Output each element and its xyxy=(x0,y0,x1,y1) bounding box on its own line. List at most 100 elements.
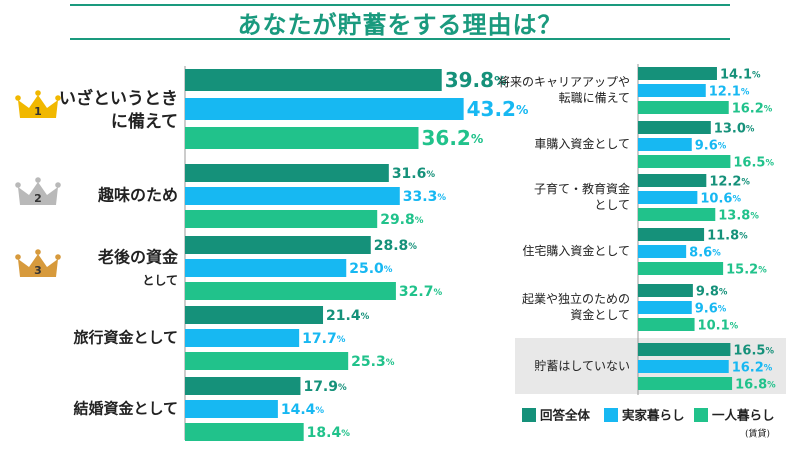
bar-left-2-2 xyxy=(185,282,396,300)
value-label-right-1-0: 13.0% xyxy=(714,121,755,136)
value-label-right-1-2: 16.5% xyxy=(733,155,774,170)
bar-left-1-2 xyxy=(185,210,378,228)
chart-title: あなたが貯蓄をする理由は？ xyxy=(70,4,730,40)
value-label-right-0-0: 14.1% xyxy=(720,67,761,82)
value-label-right-3-2: 15.2% xyxy=(726,262,767,277)
value-label-left-4-1: 14.4% xyxy=(281,402,325,418)
title-text: あなたが貯蓄をする理由は？ xyxy=(237,10,563,39)
crown-jewel-0-b xyxy=(35,90,41,96)
value-label-left-0-1: 43.2% xyxy=(467,97,529,121)
category-label-left-2-line1: 老後の資金 xyxy=(97,248,179,267)
bar-right-1-1 xyxy=(638,138,692,151)
legend-swatch-2 xyxy=(694,408,708,422)
crown-icon-2 xyxy=(18,254,58,277)
category-label-right-5: 貯蓄はしていない xyxy=(534,359,630,373)
crown-jewel-2-a xyxy=(15,254,21,260)
category-label-right-2-line2: として xyxy=(594,198,630,212)
bar-right-4-0 xyxy=(638,284,693,297)
bar-left-3-1 xyxy=(185,329,300,347)
category-label-right-0-line2: 転職に備えて xyxy=(559,90,630,105)
value-label-right-4-1: 9.6% xyxy=(695,301,727,316)
category-label-left-2-line2: として xyxy=(142,274,178,288)
category-label-left-0-line1: いざというとき xyxy=(59,88,178,109)
value-label-right-1-1: 9.6% xyxy=(695,138,727,153)
crown-jewel-2-c xyxy=(55,254,61,260)
value-label-left-3-1: 17.7% xyxy=(302,331,346,347)
bar-right-4-2 xyxy=(638,318,695,331)
value-label-right-0-2: 16.2% xyxy=(732,101,773,116)
bar-left-0-0 xyxy=(185,69,442,91)
value-label-right-3-1: 8.6% xyxy=(689,245,721,260)
value-label-left-1-0: 31.6% xyxy=(392,166,436,182)
category-label-right-3: 住宅購入資金として xyxy=(522,243,630,258)
category-label-left-3: 旅行資金として xyxy=(73,329,178,347)
bar-left-1-0 xyxy=(185,164,389,182)
bar-right-5-2 xyxy=(638,377,733,390)
rank-number-2: 3 xyxy=(34,264,42,277)
value-label-left-1-2: 29.8% xyxy=(380,212,424,228)
bar-right-1-0 xyxy=(638,121,711,134)
bar-right-0-2 xyxy=(638,101,729,114)
legend-label-0: 回答全体 xyxy=(540,408,591,423)
value-label-left-1-1: 33.3% xyxy=(403,189,447,205)
value-label-left-4-2: 18.4% xyxy=(307,425,351,441)
bar-right-0-0 xyxy=(638,67,717,80)
value-label-right-5-2: 16.8% xyxy=(735,377,776,392)
bar-right-0-1 xyxy=(638,84,706,97)
bar-right-5-0 xyxy=(638,343,731,356)
value-label-left-4-0: 17.9% xyxy=(303,379,347,395)
bar-left-3-0 xyxy=(185,306,324,324)
value-label-right-5-1: 16.2% xyxy=(732,360,773,375)
category-label-right-0-line1: 将来のキャリアアップや xyxy=(498,75,630,89)
bar-right-4-1 xyxy=(638,301,692,314)
category-label-left-1: 趣味のため xyxy=(97,186,178,205)
value-label-right-4-2: 10.1% xyxy=(698,318,739,333)
category-label-right-1: 車購入資金として xyxy=(534,136,630,151)
crown-jewel-0-a xyxy=(15,95,21,101)
crown-jewel-2-b xyxy=(35,249,41,255)
value-label-right-3-0: 11.8% xyxy=(707,228,748,243)
bar-left-0-1 xyxy=(185,98,464,120)
value-label-left-2-0: 28.8% xyxy=(374,238,418,254)
value-label-left-0-0: 39.8% xyxy=(445,68,507,92)
bar-left-1-1 xyxy=(185,187,400,205)
legend-swatch-1 xyxy=(604,408,618,422)
legend-label-2: 一人暮らし xyxy=(712,408,775,423)
bar-right-2-2 xyxy=(638,208,716,221)
category-label-right-4-line2: 資金として xyxy=(570,307,630,322)
bar-right-1-2 xyxy=(638,155,731,168)
legend-note-2: (賃貸) xyxy=(745,428,770,440)
category-label-right-4-line1: 起業や独立のための xyxy=(522,291,630,306)
value-label-right-2-2: 13.8% xyxy=(718,208,759,223)
category-label-right-2-line1: 子育て・教育資金 xyxy=(534,181,630,196)
value-label-right-5-0: 16.5% xyxy=(733,343,774,358)
category-label-left-4: 結婚資金として xyxy=(73,400,178,418)
value-label-left-2-2: 32.7% xyxy=(399,284,443,300)
value-label-right-2-0: 12.2% xyxy=(709,174,750,189)
bar-right-2-1 xyxy=(638,191,698,204)
value-label-left-3-0: 21.4% xyxy=(326,308,370,324)
bar-left-0-2 xyxy=(185,127,419,149)
value-label-right-0-1: 12.1% xyxy=(709,84,750,99)
crown-jewel-1-b xyxy=(35,177,41,183)
crown-icon-1 xyxy=(18,182,58,205)
crown-jewel-0-c xyxy=(55,95,61,101)
bar-left-4-0 xyxy=(185,377,301,395)
legend-swatch-0 xyxy=(522,408,536,422)
rank-number-0: 1 xyxy=(34,105,42,118)
bar-right-3-1 xyxy=(638,245,687,258)
bar-right-3-2 xyxy=(638,262,724,275)
bar-right-3-0 xyxy=(638,228,705,241)
value-label-left-3-2: 25.3% xyxy=(351,354,395,370)
value-label-left-0-2: 36.2% xyxy=(421,126,483,150)
legend-label-1: 実家暮らし xyxy=(622,408,685,423)
category-label-left-0-line2: に備えて xyxy=(111,111,178,132)
value-label-left-2-1: 25.0% xyxy=(349,261,393,277)
bar-left-2-1 xyxy=(185,259,347,277)
crown-icon-0 xyxy=(18,95,58,118)
crown-jewel-1-a xyxy=(15,182,21,188)
bar-right-2-0 xyxy=(638,174,707,187)
bar-left-3-2 xyxy=(185,352,349,370)
bar-left-2-0 xyxy=(185,236,371,254)
